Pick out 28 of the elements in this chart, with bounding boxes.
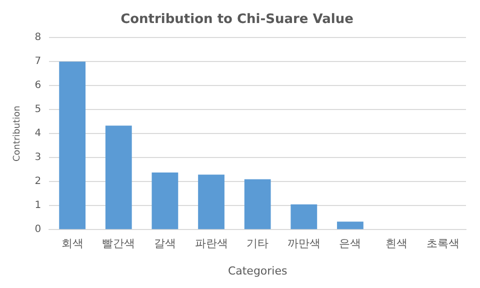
- x-axis-title: Categories: [228, 264, 288, 278]
- y-tick-label: 5: [34, 104, 42, 116]
- y-tick-label: 2: [34, 176, 42, 188]
- x-tick-label: 초록색: [426, 237, 460, 250]
- y-tick-label: 6: [34, 80, 42, 92]
- x-tick-label: 흰색: [386, 237, 408, 250]
- bar: [337, 222, 364, 230]
- chart-title: Contribution to Chi-Suare Value: [120, 12, 354, 28]
- bar: [290, 204, 318, 230]
- y-tick-label: 4: [34, 128, 42, 140]
- y-tick-label: 0: [34, 224, 42, 236]
- x-tick-label: 파란색: [194, 237, 228, 250]
- y-tick-label: 1: [34, 200, 42, 212]
- x-tick-label: 회색: [61, 237, 84, 250]
- x-tick-label: 빨간색: [102, 237, 136, 250]
- x-tick-label: 갈색: [154, 237, 176, 250]
- x-tick-label: 까만색: [287, 237, 320, 250]
- bar: [105, 126, 132, 230]
- bar: [198, 174, 224, 230]
- y-tick-label: 3: [34, 152, 42, 164]
- bar: [59, 62, 86, 230]
- bar: [244, 179, 271, 230]
- y-tick-label: 8: [34, 32, 42, 44]
- y-tick-label: 7: [34, 56, 42, 68]
- x-tick-label: 기타: [246, 237, 269, 250]
- bar: [152, 172, 178, 230]
- y-axis-title: Contribution: [12, 106, 23, 162]
- x-tick-label: 은색: [339, 237, 362, 250]
